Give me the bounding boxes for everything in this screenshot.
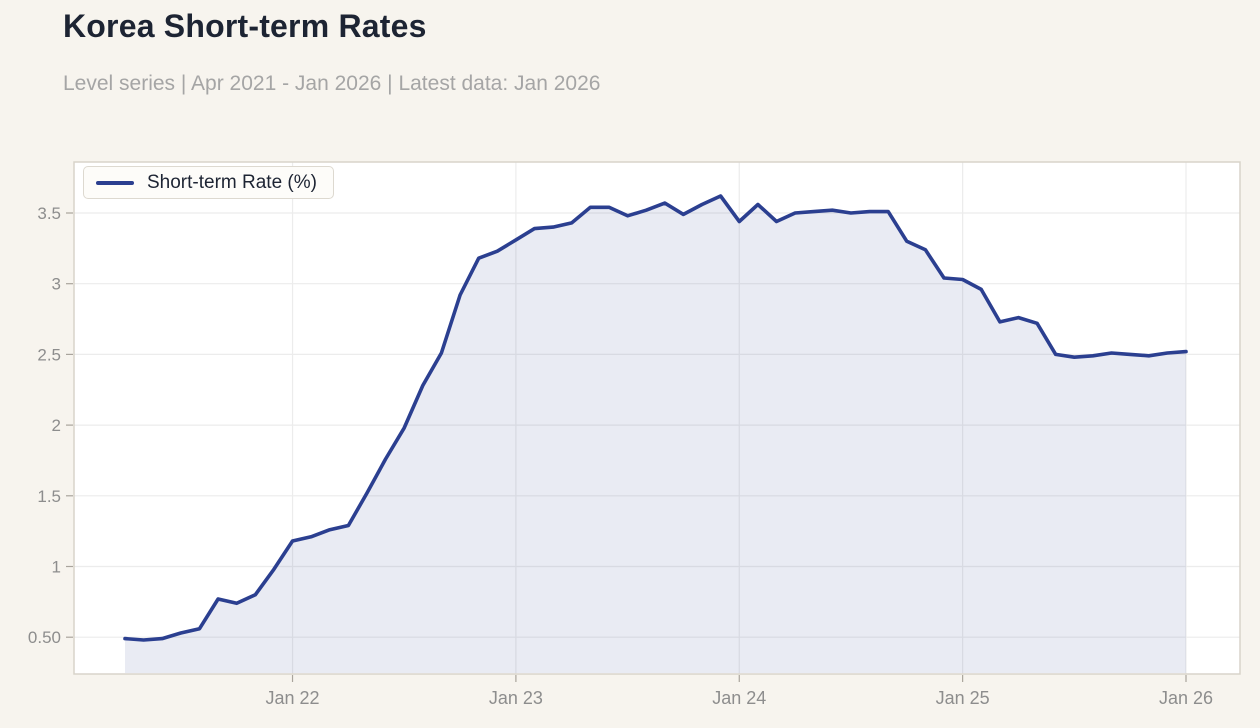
- y-tick-label: 3: [52, 275, 61, 294]
- y-tick-label: 0.50: [28, 628, 61, 647]
- y-tick-label: 3.5: [37, 204, 61, 223]
- x-tick-label: Jan 26: [1159, 688, 1213, 708]
- chart-subtitle: Level series | Apr 2021 - Jan 2026 | Lat…: [63, 72, 601, 95]
- legend-line-swatch: [96, 180, 134, 185]
- legend-label: Short-term Rate (%): [147, 171, 317, 193]
- rate-line: [123, 194, 1188, 642]
- x-tick-label: Jan 23: [489, 688, 543, 708]
- y-tick-label: 2.5: [37, 345, 61, 364]
- y-tick-label: 2: [52, 416, 61, 435]
- legend: Short-term Rate (%): [83, 166, 334, 199]
- x-tick-label: Jan 22: [266, 688, 320, 708]
- chart-title: Korea Short-term Rates: [63, 8, 427, 44]
- x-tick-label: Jan 25: [936, 688, 990, 708]
- x-tick-label: Jan 24: [712, 688, 766, 708]
- y-tick-label: 1.5: [37, 487, 61, 506]
- rate-area-fill: [125, 196, 1186, 673]
- plot-border: [73, 161, 1241, 675]
- plot-area: [74, 162, 1240, 674]
- y-tick-label: 1: [52, 558, 61, 577]
